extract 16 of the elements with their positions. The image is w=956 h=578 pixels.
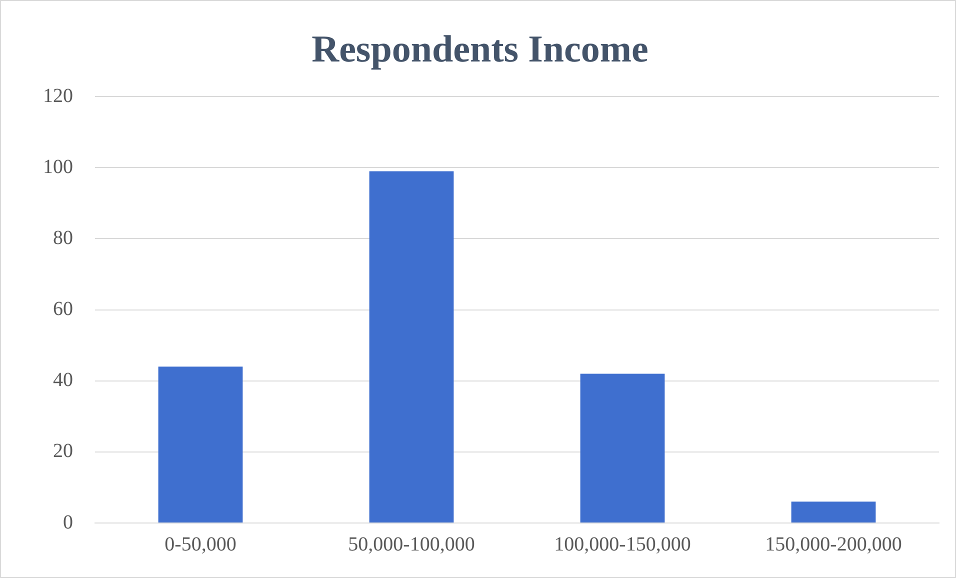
y-tick-label: 80	[53, 226, 73, 249]
y-tick-label: 120	[43, 84, 73, 107]
y-tick-label: 100	[43, 156, 73, 178]
y-tick-label: 60	[53, 298, 73, 320]
bar	[791, 502, 876, 522]
bar	[158, 366, 243, 522]
x-tick-label: 150,000-200,000	[765, 533, 902, 556]
y-tick-label: 20	[53, 440, 73, 462]
x-tick-label: 0-50,000	[164, 533, 236, 556]
x-tick-label: 50,000-100,000	[348, 533, 475, 556]
y-tick-label: 40	[53, 369, 73, 392]
bar	[369, 171, 454, 522]
x-tick-label: 100,000-150,000	[554, 533, 691, 556]
bar	[580, 374, 665, 522]
chart-title: Respondents Income	[312, 28, 648, 71]
y-tick-label: 0	[63, 511, 73, 534]
